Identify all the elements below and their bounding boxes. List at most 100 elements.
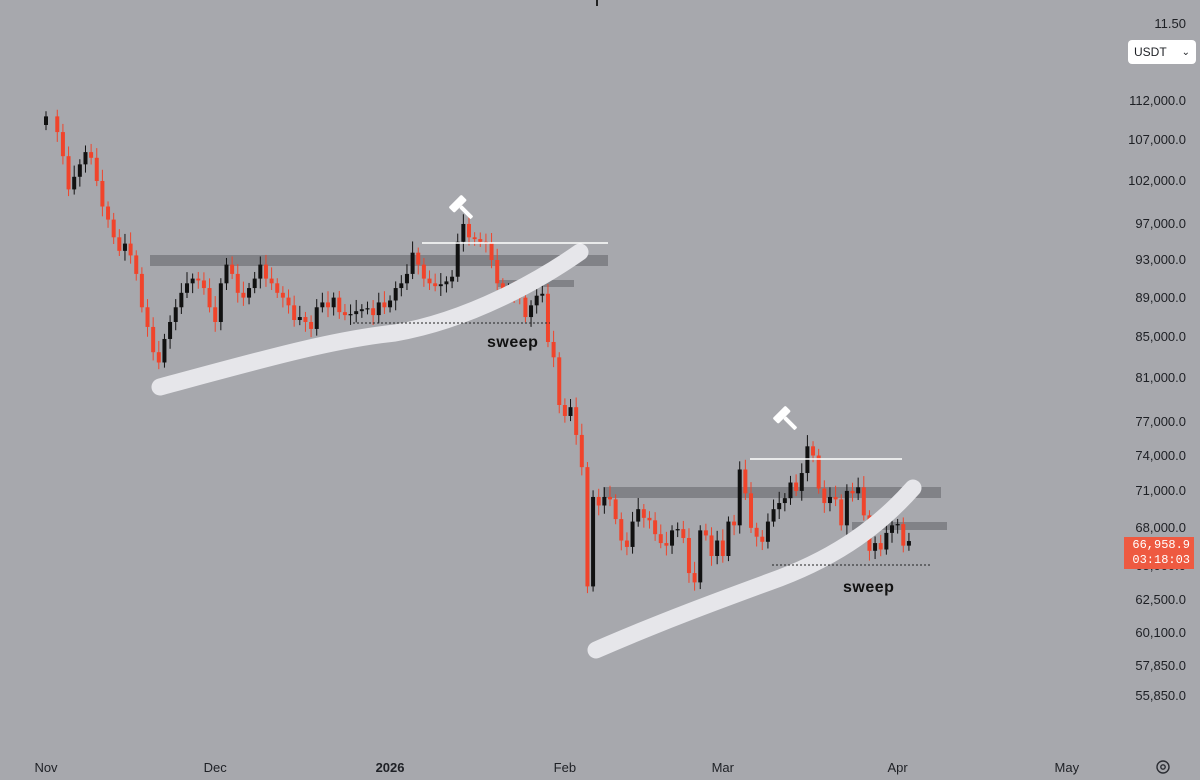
candle[interactable] — [749, 482, 753, 533]
candle[interactable] — [410, 241, 415, 280]
candle[interactable] — [641, 504, 646, 528]
candle[interactable] — [292, 295, 297, 327]
candle[interactable] — [771, 499, 776, 527]
candle[interactable] — [297, 305, 302, 326]
candle[interactable] — [805, 435, 810, 482]
candle[interactable] — [557, 352, 562, 414]
candle[interactable] — [636, 497, 641, 527]
candle[interactable] — [438, 273, 443, 296]
candle[interactable] — [720, 529, 725, 563]
candle[interactable] — [878, 534, 883, 557]
candle[interactable] — [455, 233, 460, 282]
candle[interactable] — [574, 397, 579, 445]
candle[interactable] — [122, 233, 127, 261]
candle[interactable] — [354, 299, 359, 323]
candle[interactable] — [709, 527, 714, 566]
candle[interactable] — [117, 229, 122, 256]
candle[interactable] — [596, 488, 601, 516]
candle[interactable] — [664, 531, 669, 556]
candle[interactable] — [213, 296, 218, 332]
candle[interactable] — [393, 281, 398, 311]
candle[interactable] — [608, 485, 612, 507]
candle[interactable] — [320, 292, 325, 313]
candle[interactable] — [376, 292, 381, 324]
candle[interactable] — [224, 257, 229, 291]
candle[interactable] — [72, 165, 77, 195]
candle[interactable] — [450, 270, 455, 289]
candle[interactable] — [83, 145, 88, 173]
candle[interactable] — [703, 523, 708, 541]
candle[interactable] — [647, 511, 652, 529]
gear-icon[interactable] — [1154, 758, 1172, 776]
candle[interactable] — [337, 290, 342, 319]
candle[interactable] — [839, 494, 844, 531]
candle[interactable] — [416, 247, 421, 275]
candle[interactable] — [263, 254, 268, 287]
candle[interactable] — [190, 273, 195, 294]
candle[interactable] — [111, 212, 116, 245]
candle[interactable] — [309, 315, 314, 338]
candle[interactable] — [562, 398, 567, 423]
candle[interactable] — [461, 214, 466, 252]
candle[interactable] — [743, 459, 748, 501]
candle[interactable] — [179, 283, 184, 314]
candle[interactable] — [151, 317, 156, 361]
candle[interactable] — [139, 267, 144, 313]
candle[interactable] — [196, 271, 201, 289]
candle[interactable] — [675, 522, 680, 538]
candle[interactable] — [777, 491, 782, 519]
candle[interactable] — [60, 123, 65, 165]
candle[interactable] — [579, 423, 584, 476]
candle[interactable] — [365, 301, 370, 315]
candle[interactable] — [856, 477, 861, 501]
candle[interactable] — [207, 278, 212, 313]
candle[interactable] — [185, 272, 189, 298]
candle[interactable] — [275, 278, 280, 298]
candle[interactable] — [732, 514, 737, 536]
candle[interactable] — [77, 159, 82, 187]
candle[interactable] — [715, 530, 720, 565]
candle[interactable] — [156, 340, 161, 370]
candle[interactable] — [303, 311, 308, 332]
candle[interactable] — [241, 281, 246, 306]
candle[interactable] — [844, 484, 849, 536]
candle[interactable] — [201, 272, 206, 295]
candle[interactable] — [760, 530, 765, 551]
candle[interactable] — [286, 289, 291, 314]
candle[interactable] — [218, 278, 223, 331]
candle[interactable] — [788, 475, 793, 505]
candle[interactable] — [235, 264, 240, 303]
candle[interactable] — [692, 561, 697, 591]
candle[interactable] — [765, 513, 770, 549]
candle[interactable] — [568, 399, 573, 422]
candle[interactable] — [472, 232, 477, 246]
candle[interactable] — [698, 525, 703, 590]
candle[interactable] — [314, 299, 319, 336]
candle[interactable] — [128, 232, 133, 264]
candle[interactable] — [489, 233, 494, 269]
candle[interactable] — [280, 286, 285, 308]
candle[interactable] — [602, 487, 607, 514]
candle[interactable] — [247, 282, 252, 305]
candle[interactable] — [444, 276, 449, 293]
candle[interactable] — [134, 250, 139, 281]
candle[interactable] — [348, 304, 353, 325]
candle[interactable] — [540, 285, 545, 303]
candle[interactable] — [670, 525, 675, 554]
candle[interactable] — [658, 524, 663, 549]
candle[interactable] — [467, 212, 471, 246]
candle[interactable] — [404, 264, 409, 291]
candle[interactable] — [884, 523, 889, 555]
candle[interactable] — [901, 517, 906, 553]
candle[interactable] — [433, 273, 438, 292]
candle[interactable] — [173, 299, 178, 331]
candle[interactable] — [252, 271, 257, 294]
candle[interactable] — [545, 284, 550, 348]
candle[interactable] — [895, 518, 900, 534]
candle[interactable] — [399, 275, 404, 297]
candle[interactable] — [794, 474, 799, 497]
candle[interactable] — [591, 490, 596, 592]
candle[interactable] — [427, 270, 432, 291]
candle[interactable] — [495, 248, 500, 291]
candle[interactable] — [799, 463, 804, 501]
